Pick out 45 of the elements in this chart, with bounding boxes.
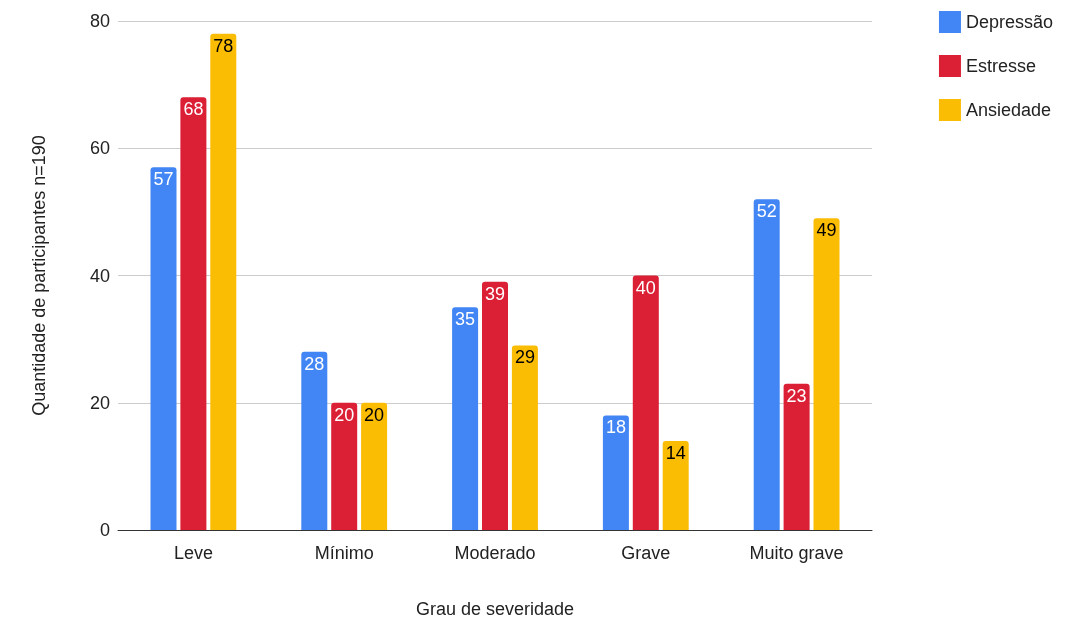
data-label: 78 <box>213 35 234 56</box>
data-label: 18 <box>605 417 626 438</box>
data-label: 40 <box>635 277 656 298</box>
data-label: 23 <box>786 385 807 406</box>
bar <box>452 307 479 530</box>
data-label: 29 <box>514 347 535 368</box>
data-label: 68 <box>183 99 204 120</box>
y-tick-label: 0 <box>99 520 110 540</box>
data-label: 14 <box>665 442 686 463</box>
bar <box>783 383 810 530</box>
bar <box>210 33 237 530</box>
bar <box>361 402 388 530</box>
data-label: 49 <box>816 220 837 241</box>
x-tick-label: Moderado <box>454 543 536 563</box>
x-tick-label: Muito grave <box>749 543 844 563</box>
bar <box>150 167 177 530</box>
bar <box>662 440 689 530</box>
x-tick-label: Leve <box>173 543 213 563</box>
y-tick-label: 40 <box>89 265 110 286</box>
data-label: 20 <box>334 404 355 425</box>
data-label: 39 <box>484 283 506 304</box>
data-label: 57 <box>153 169 174 190</box>
bar <box>813 218 840 530</box>
bar <box>180 97 207 530</box>
bar <box>632 275 659 530</box>
legend-label: Estresse <box>965 56 1036 76</box>
bar <box>753 199 780 530</box>
data-label: 35 <box>455 309 476 330</box>
bar <box>301 351 328 530</box>
bar <box>602 415 629 530</box>
legend-label: Depressão <box>965 12 1053 32</box>
bar <box>511 345 538 530</box>
legend-label: Ansiedade <box>965 100 1052 120</box>
y-tick-label: 60 <box>89 138 110 159</box>
y-tick-label: 20 <box>89 392 110 413</box>
bar <box>331 402 358 530</box>
data-label: 52 <box>756 201 777 222</box>
data-label: 20 <box>364 404 385 425</box>
y-tick-label: 80 <box>89 11 110 31</box>
x-tick-label: Grave <box>621 543 671 563</box>
x-axis-title: Grau de severidade <box>415 599 575 619</box>
bar <box>482 281 508 530</box>
y-axis-title: Quantidade de participantes n=190 <box>29 135 49 416</box>
x-tick-label: Mínimo <box>314 543 374 563</box>
data-label: 28 <box>304 353 325 374</box>
